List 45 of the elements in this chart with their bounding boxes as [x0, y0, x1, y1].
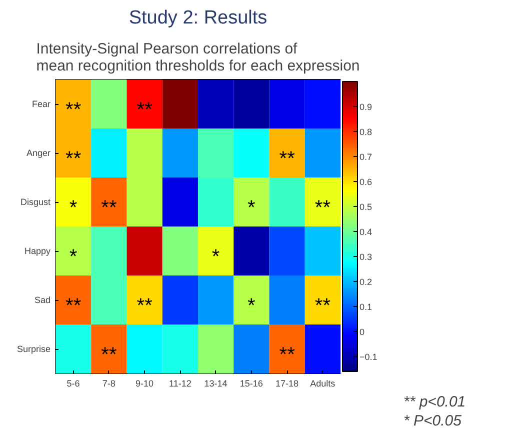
chart-subtitle: Intensity-Signal Pearson correlations of mean recognition thresholds for each expression: [36, 40, 360, 74]
color-bar-label: 0.3: [360, 252, 372, 262]
data-label: **: [136, 294, 153, 317]
data-label: **: [101, 344, 117, 366]
x-tick-label: 5-6: [66, 378, 80, 388]
data-label: **: [314, 196, 331, 219]
y-tick-label: Anger: [26, 148, 51, 158]
data-label: **: [279, 344, 296, 366]
x-tick-label: 11-12: [169, 378, 192, 388]
y-tick-label: Sad: [34, 295, 50, 305]
data-label: **: [66, 148, 82, 170]
data-label: *: [212, 246, 220, 268]
color-bar-label: 0.2: [360, 277, 372, 287]
data-label: **: [66, 98, 82, 121]
chart-title: Study 2: Results: [128, 8, 268, 28]
data-label: *: [69, 196, 78, 219]
y-tick-label: Happy: [24, 246, 51, 256]
data-label: **: [66, 294, 82, 317]
x-tick-label: 15-16: [240, 378, 263, 388]
data-label: **: [136, 98, 153, 121]
y-tick-label: Fear: [32, 99, 51, 109]
color-bar-label: −0.1: [360, 352, 378, 362]
data-label: **: [101, 196, 117, 219]
y-tick-label: Surprise: [16, 344, 51, 354]
color-bar-label: 0.7: [360, 152, 372, 162]
y-tick-label: Disgust: [20, 197, 51, 207]
data-label: **: [314, 294, 331, 317]
color-bar-label: 0.5: [360, 202, 372, 212]
color-bar-label: 0.1: [360, 302, 372, 312]
text: * P<0.05: [404, 412, 462, 429]
data-label: *: [248, 196, 256, 219]
x-tick-label: 9-10: [136, 378, 154, 388]
color-bar-label: 0.4: [360, 227, 372, 237]
color-bar-label: 0: [360, 327, 365, 337]
text: ** p<0.01: [404, 394, 466, 410]
x-tick-label: Adults: [310, 378, 336, 388]
x-tick-label: 7-8: [102, 378, 116, 388]
x-tick-label: 13-14: [204, 378, 228, 388]
data-label: *: [248, 294, 256, 317]
color-bar-label: 0.8: [360, 127, 372, 137]
data-label: *: [69, 246, 78, 268]
data-label: **: [279, 148, 296, 170]
color-bar-label: 0.9: [360, 102, 372, 112]
x-tick-label: 17-18: [276, 378, 299, 388]
color-bar-label: 0.6: [360, 177, 372, 187]
